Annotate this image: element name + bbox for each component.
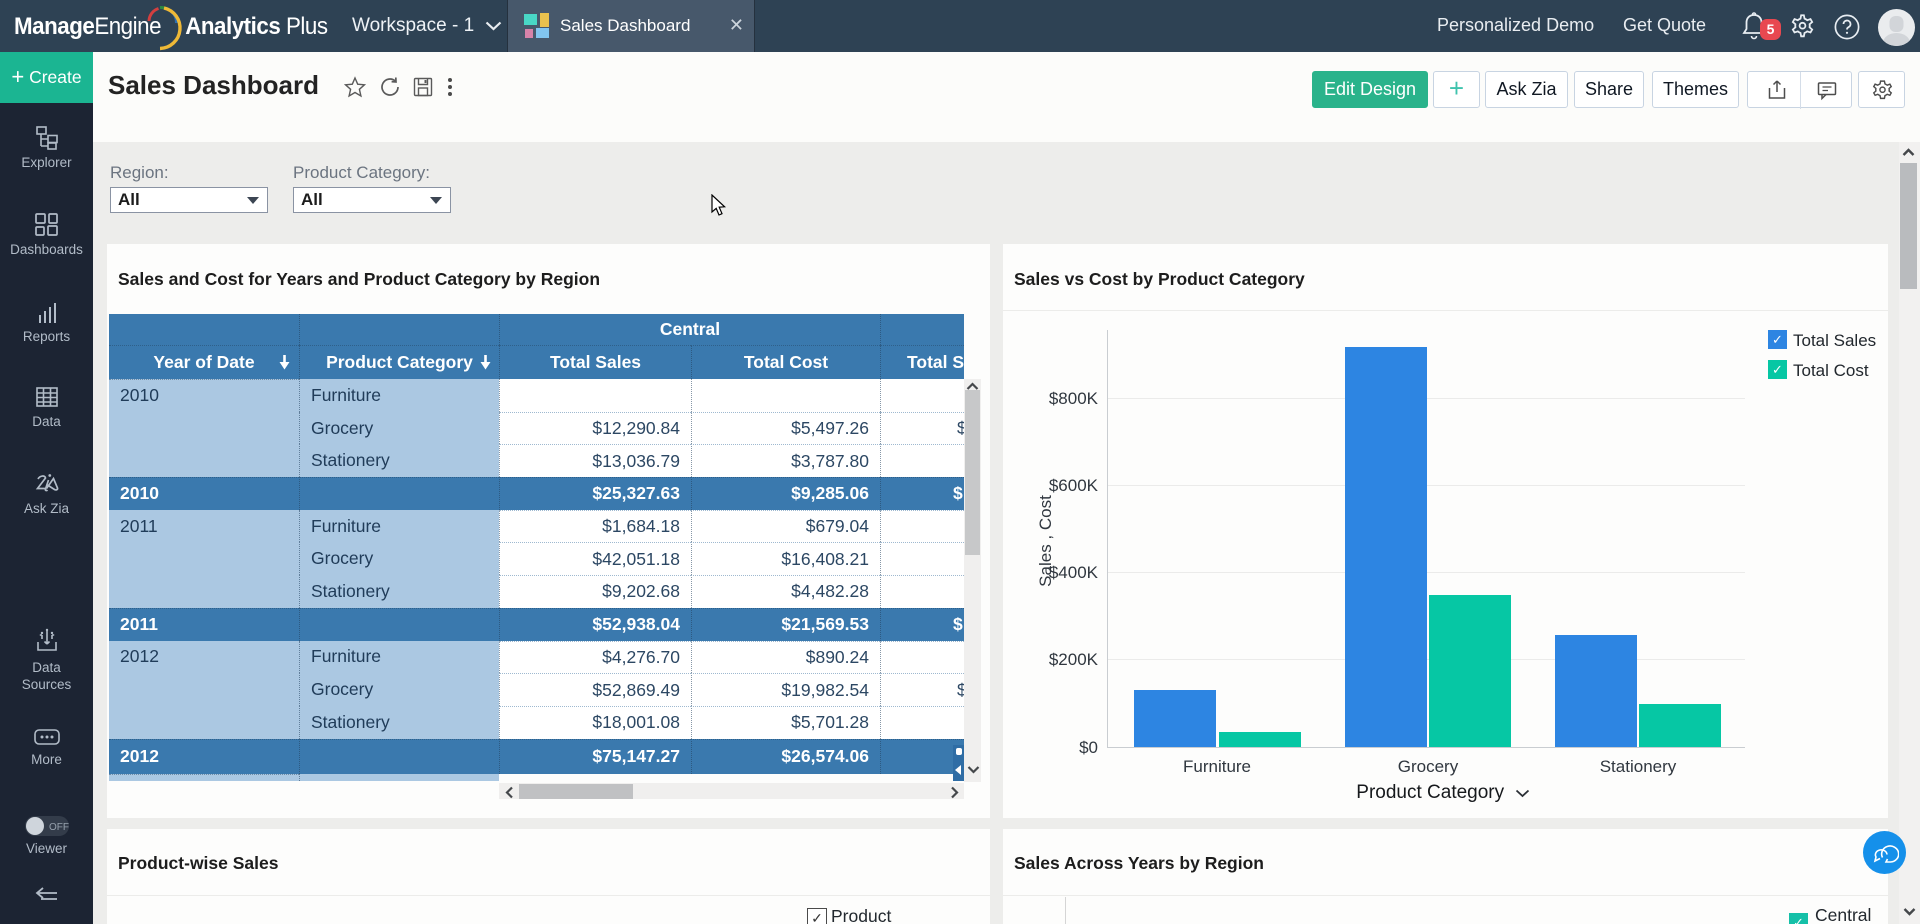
svg-text:OFF: OFF: [49, 822, 69, 833]
